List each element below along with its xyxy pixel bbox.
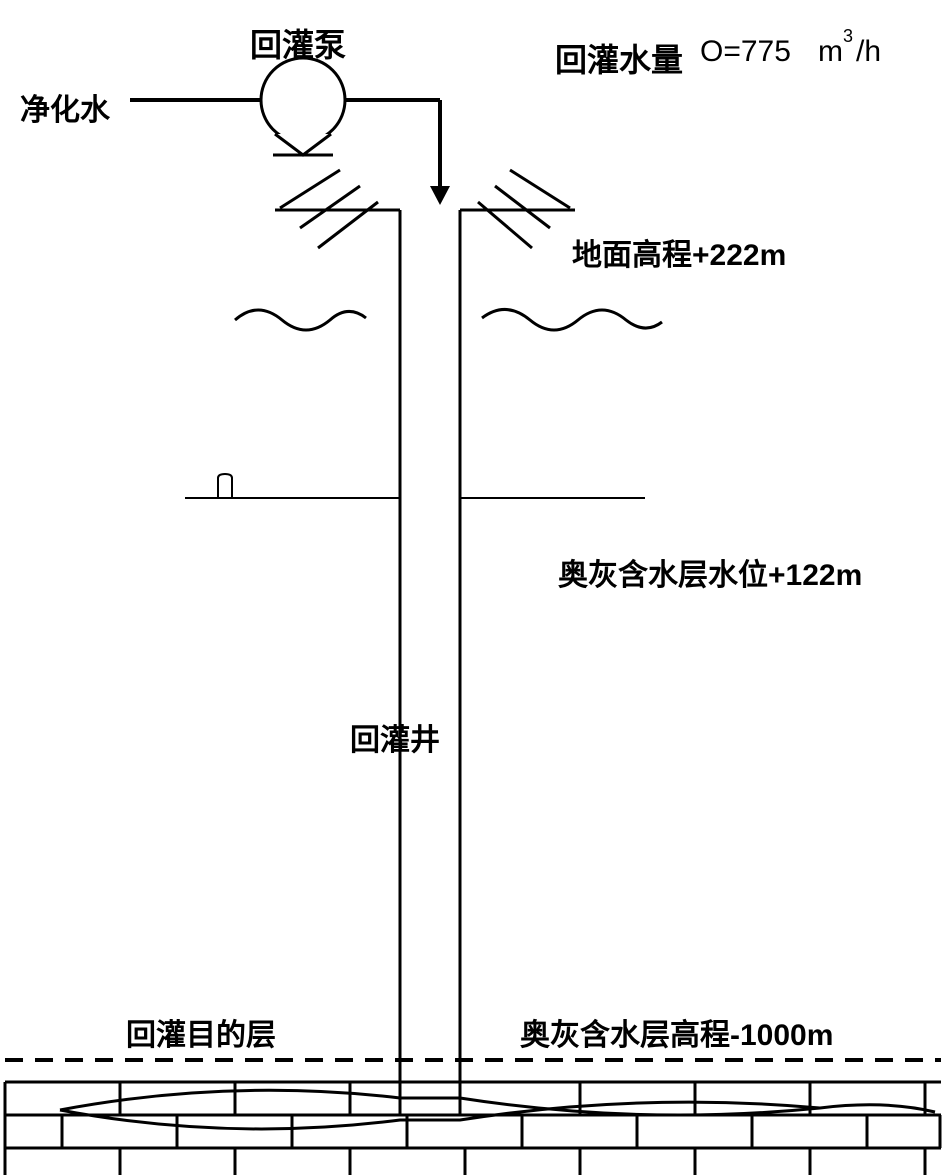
outlet-pipe [345,100,450,205]
pump-symbol [261,58,345,155]
well-shaft [400,210,460,1115]
recharge-flow-value: O=775 [700,35,791,69]
ground-elevation-label: 地面高程+222m [572,230,786,274]
recharge-flow-label: 回灌水量 [555,35,683,81]
aquifer-water-level-line [185,474,645,498]
ground-surface [275,170,575,248]
recharge-flow-unit-h: /h [856,35,881,69]
aohui-elevation-label: 奥灰含水层高程-1000m [520,1010,833,1054]
well-label: 回灌井 [350,715,440,759]
target-layer-label: 回灌目的层 [126,1010,276,1054]
water-table-wave [235,309,662,330]
target-aquifer-layer [5,1060,941,1175]
pump-label: 回灌泵 [250,20,346,66]
recharge-flow-unit-exp: 3 [843,26,853,47]
purified-water-label: 净化水 [20,85,110,129]
recharge-flow-unit-m: m [818,35,843,69]
aohui-level-label: 奥灰含水层水位+122m [558,550,862,594]
